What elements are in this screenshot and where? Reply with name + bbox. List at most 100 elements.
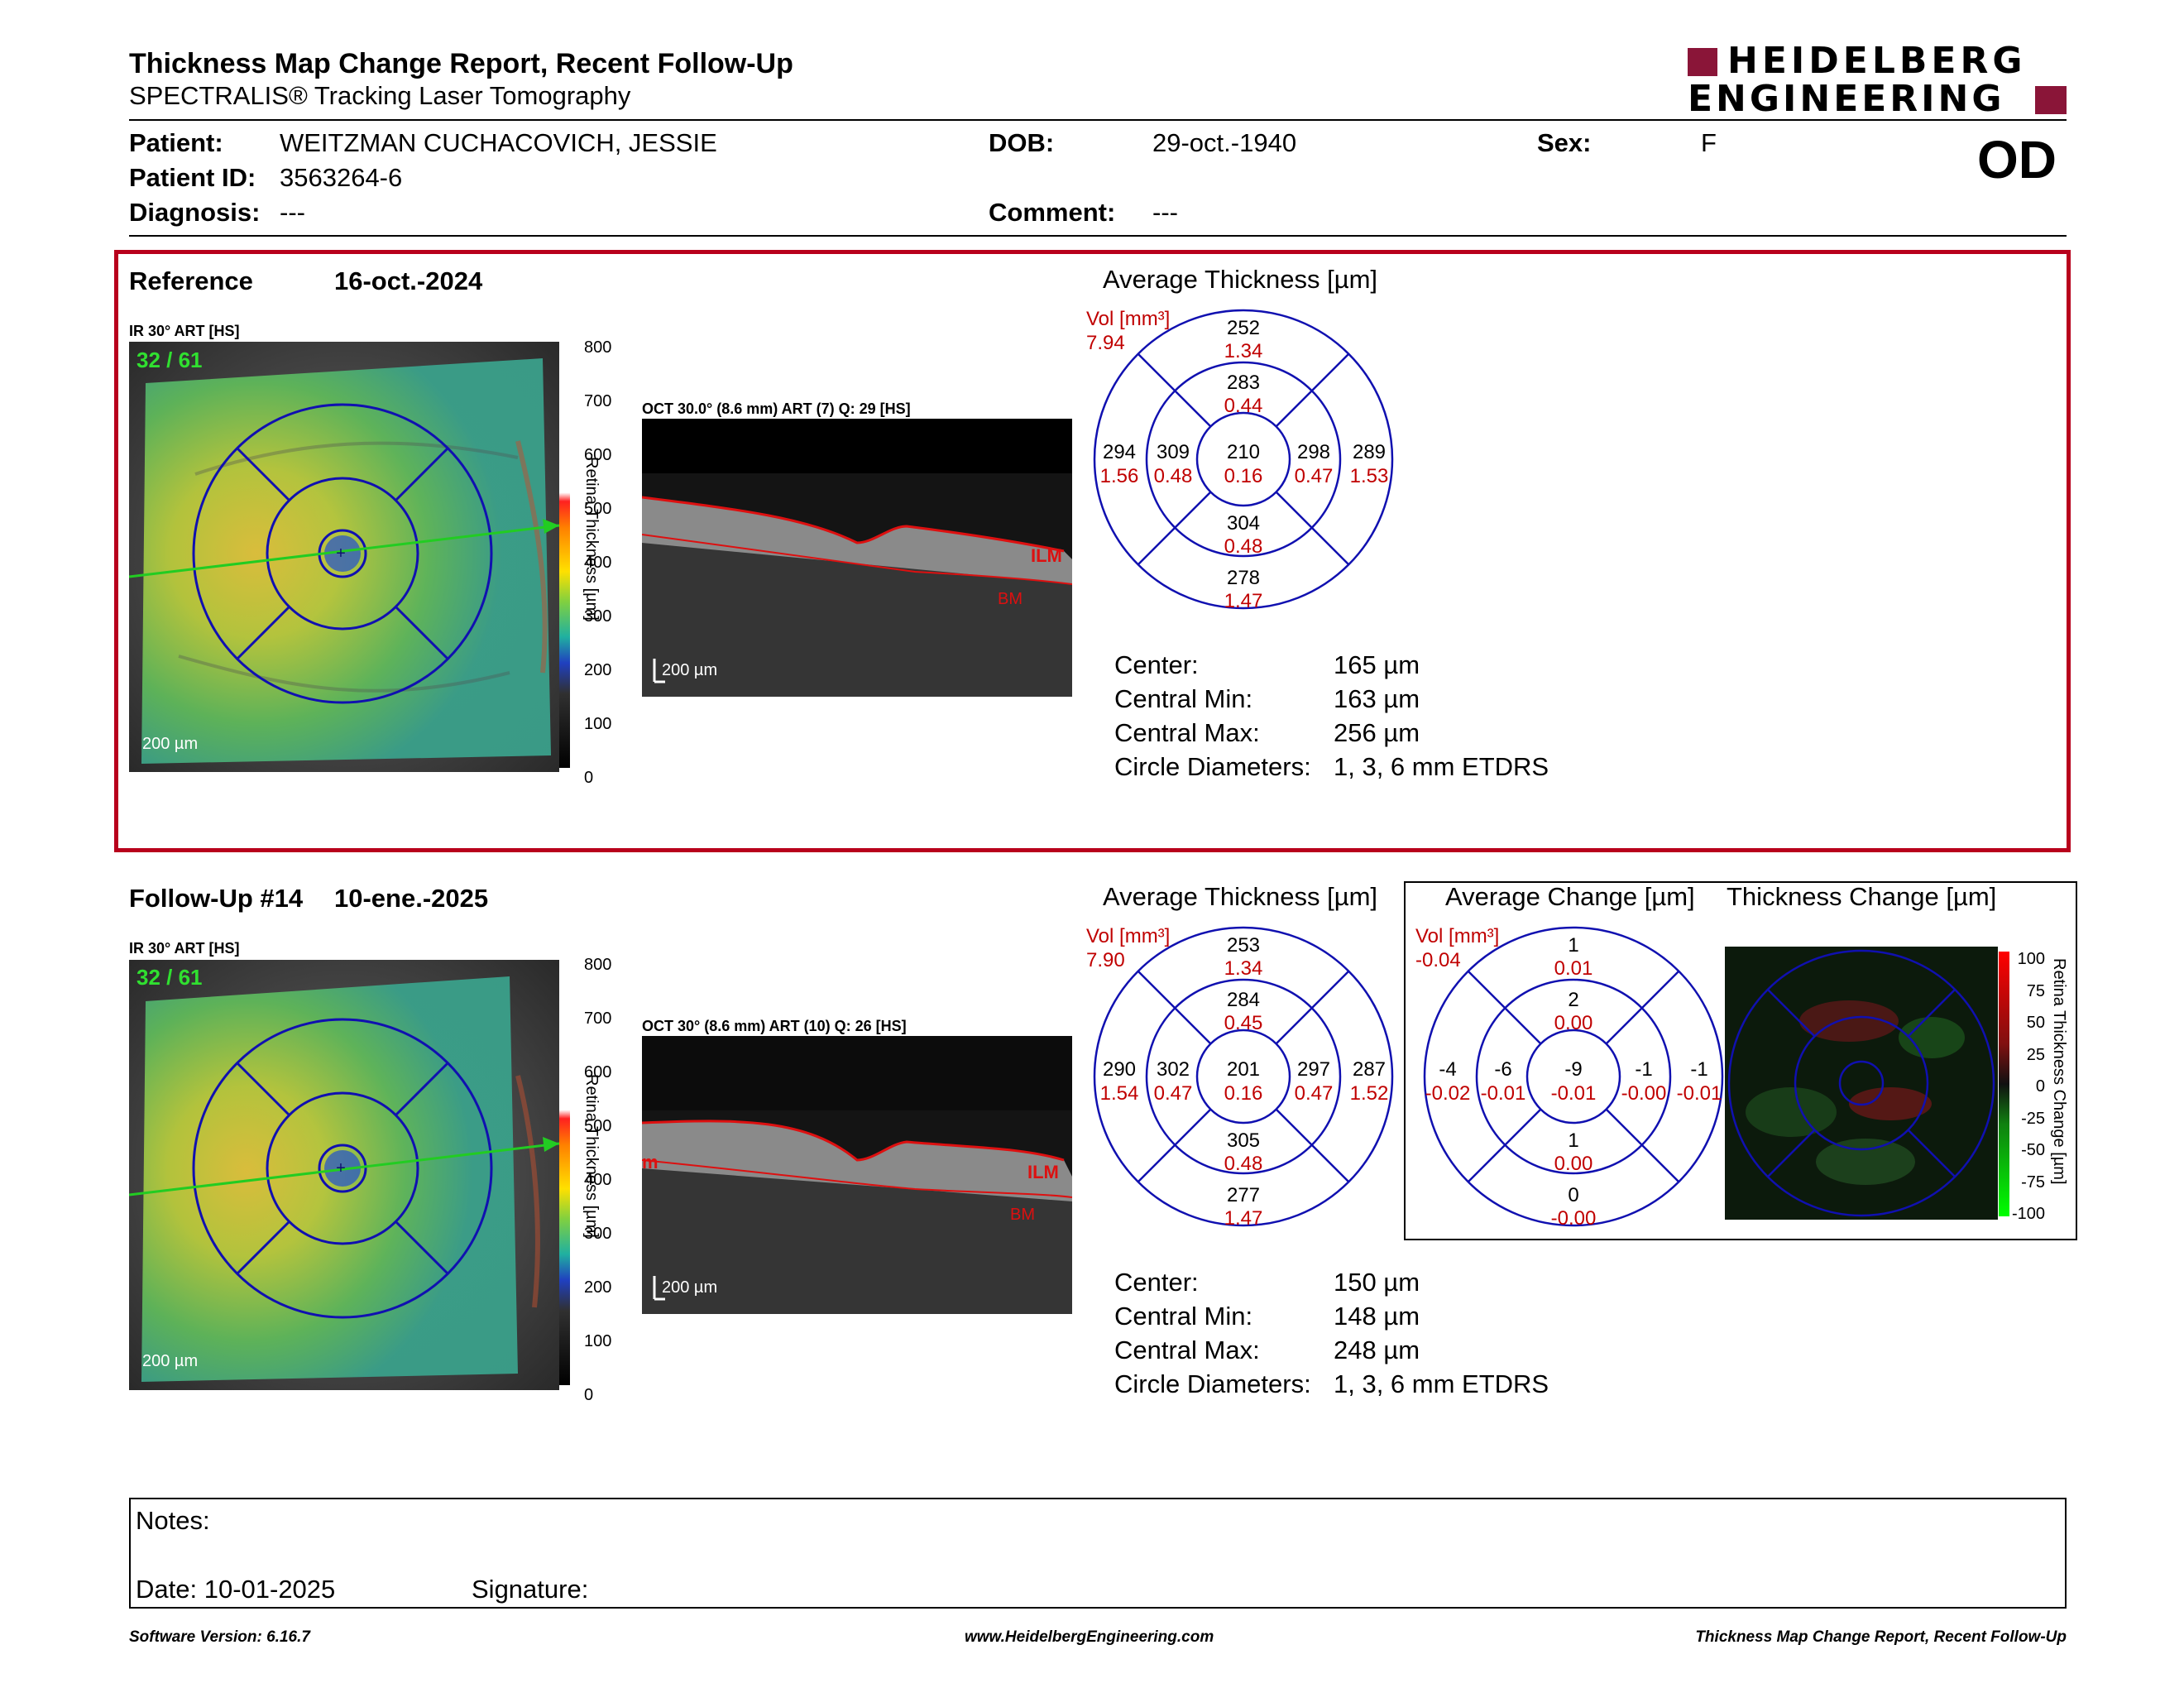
footer-version: Software Version: 6.16.7 [129,1628,310,1646]
ref-inner-sup-thick: 283 [1227,372,1260,394]
ref-outer-nas-vol: 1.53 [1350,465,1389,487]
fu-inner-nas-thick: 297 [1297,1058,1330,1081]
tick: 200 [584,661,612,679]
fu-outer-sup-vol: 1.34 [1224,957,1263,980]
logo-square-icon [1688,48,1717,76]
chg-outer-nas: -1 [1690,1058,1707,1081]
notes-box[interactable] [129,1498,2067,1609]
fu-outer-temp-vol: 1.54 [1100,1082,1139,1105]
tick: 600 [584,1063,612,1081]
tick: 800 [584,956,612,974]
reference-date: 16-oct.-2024 [334,266,483,295]
followup-oct-label: OCT 30° (8.6 mm) ART (10) Q: 26 [HS] [642,1018,907,1034]
ref-stat-value: 163 µm [1334,684,1420,713]
sex-value: F [1701,128,1717,157]
ref-inner-inf-vol: 0.48 [1224,535,1263,558]
fu-inner-inf-thick: 305 [1227,1129,1260,1152]
change-etdrs-grid: 1 0.01 2 0.00 -4 -0.02 -6 -0.01 -9 -0.01… [1423,926,1724,1230]
tick: 400 [584,554,612,572]
reference-vol-value: 7.94 [1086,332,1125,354]
followup-bm-label: BM [1010,1206,1035,1224]
chg-outer-inf: 0 [1568,1184,1578,1206]
followup-date: 10-ene.-2025 [334,884,489,913]
chg-inner-nas: -1 [1635,1058,1652,1081]
patient-id-label: Patient ID: [129,163,256,192]
tick: 300 [584,607,612,626]
reference-oct-scan: ILM BM 200 µm [642,419,1072,697]
tick: -50 [2021,1141,2045,1159]
change-map-title: Thickness Change [µm] [1727,882,1997,911]
reference-colorbar-ticks: 800 700 600 500 400 300 200 100 0 [584,321,611,805]
ref-inner-nas-vol: 0.47 [1295,465,1334,487]
chg-outer-temp-vol: -0.02 [1425,1082,1471,1105]
reference-map-scale: 200 µm [142,735,199,753]
patient-label: Patient: [129,128,223,157]
tick: 25 [2026,1045,2045,1064]
followup-vol-label: Vol [mm³] [1086,925,1171,947]
fu-inner-temp-thick: 302 [1157,1058,1190,1081]
fu-stat-value: 150 µm [1334,1268,1420,1297]
tick: 0 [584,1386,594,1404]
fu-stat-value: 148 µm [1334,1302,1420,1331]
fu-inner-sup-thick: 284 [1227,989,1260,1011]
change-avg-title: Average Change [µm] [1445,882,1695,911]
followup-etdrs-grid: 253 1.34 284 0.45 290 1.54 302 0.47 201 … [1093,926,1394,1230]
logo-line1: HEIDELBERG [1727,40,2027,82]
heidelberg-logo: HEIDELBERG ENGINEERING [1688,40,2068,119]
ref-center-vol: 0.16 [1224,465,1263,487]
tick: 700 [584,392,612,410]
tick: 50 [2026,1014,2045,1032]
tick: -25 [2021,1109,2045,1128]
signature-label: Signature: [472,1575,589,1604]
fu-inner-temp-vol: 0.47 [1154,1082,1193,1105]
tick: 100 [2017,950,2045,968]
fu-stat-value: 248 µm [1334,1336,1420,1364]
change-thickness-map [1725,947,1998,1220]
footer-website[interactable]: www.HeidelbergEngineering.com [965,1628,1214,1646]
fu-stat-label: Central Min: [1114,1302,1253,1331]
report-title: Thickness Map Change Report, Recent Foll… [129,48,793,79]
ref-outer-temp-vol: 1.56 [1100,465,1139,487]
fu-outer-sup-thick: 253 [1227,934,1260,957]
reference-bm-label: BM [998,590,1023,608]
tick: 500 [584,500,612,518]
tick: 0 [2035,1077,2045,1096]
fu-inner-sup-vol: 0.45 [1224,1012,1263,1034]
tick: -100 [2012,1205,2046,1223]
reference-vol-label: Vol [mm³] [1086,308,1171,330]
tick: 100 [584,715,612,733]
chg-outer-sup-vol: 0.01 [1554,957,1593,980]
followup-ir-label: IR 30° ART [HS] [129,940,240,957]
followup-vol-value: 7.90 [1086,949,1125,971]
fu-outer-inf-thick: 277 [1227,1184,1260,1206]
dob-label: DOB: [989,128,1055,157]
followup-thickness-map: + [129,960,559,1390]
header-rule [129,119,2067,121]
fu-stat-label: Center: [1114,1268,1199,1297]
footer-report: Thickness Map Change Report, Recent Foll… [1695,1628,2067,1646]
svg-text:+: + [336,544,346,563]
followup-map-scale: 200 µm [142,1352,199,1370]
ref-stat-value: 1, 3, 6 mm ETDRS [1334,752,1549,781]
ref-center-thick: 210 [1227,441,1260,463]
reference-label: Reference [129,266,253,295]
chg-inner-nas-vol: -0.00 [1621,1082,1667,1105]
svg-text:+: + [336,1159,346,1177]
followup-oct-scale: 200 µm [662,1278,717,1297]
fu-stat-value: 1, 3, 6 mm ETDRS [1334,1369,1549,1398]
tick: 700 [584,1009,612,1028]
logo-square-icon-2 [2035,86,2067,114]
fu-inner-nas-vol: 0.47 [1295,1082,1334,1105]
ref-outer-nas-thick: 289 [1353,441,1386,463]
followup-ilm-label: ILM [1027,1162,1059,1182]
chg-inner-sup-vol: 0.00 [1554,1012,1593,1034]
change-vol-label: Vol [mm³] [1415,925,1500,947]
followup-counter: 32 / 61 [136,965,203,990]
tick: 100 [584,1332,612,1350]
patient-rule [129,235,2067,237]
fu-outer-inf-vol: 1.47 [1224,1207,1263,1230]
reference-avg-title: Average Thickness [µm] [1103,265,1378,294]
fu-outer-nas-thick: 287 [1353,1058,1386,1081]
chg-center-vol: -0.01 [1551,1082,1597,1105]
fu-inner-inf-vol: 0.48 [1224,1153,1263,1175]
